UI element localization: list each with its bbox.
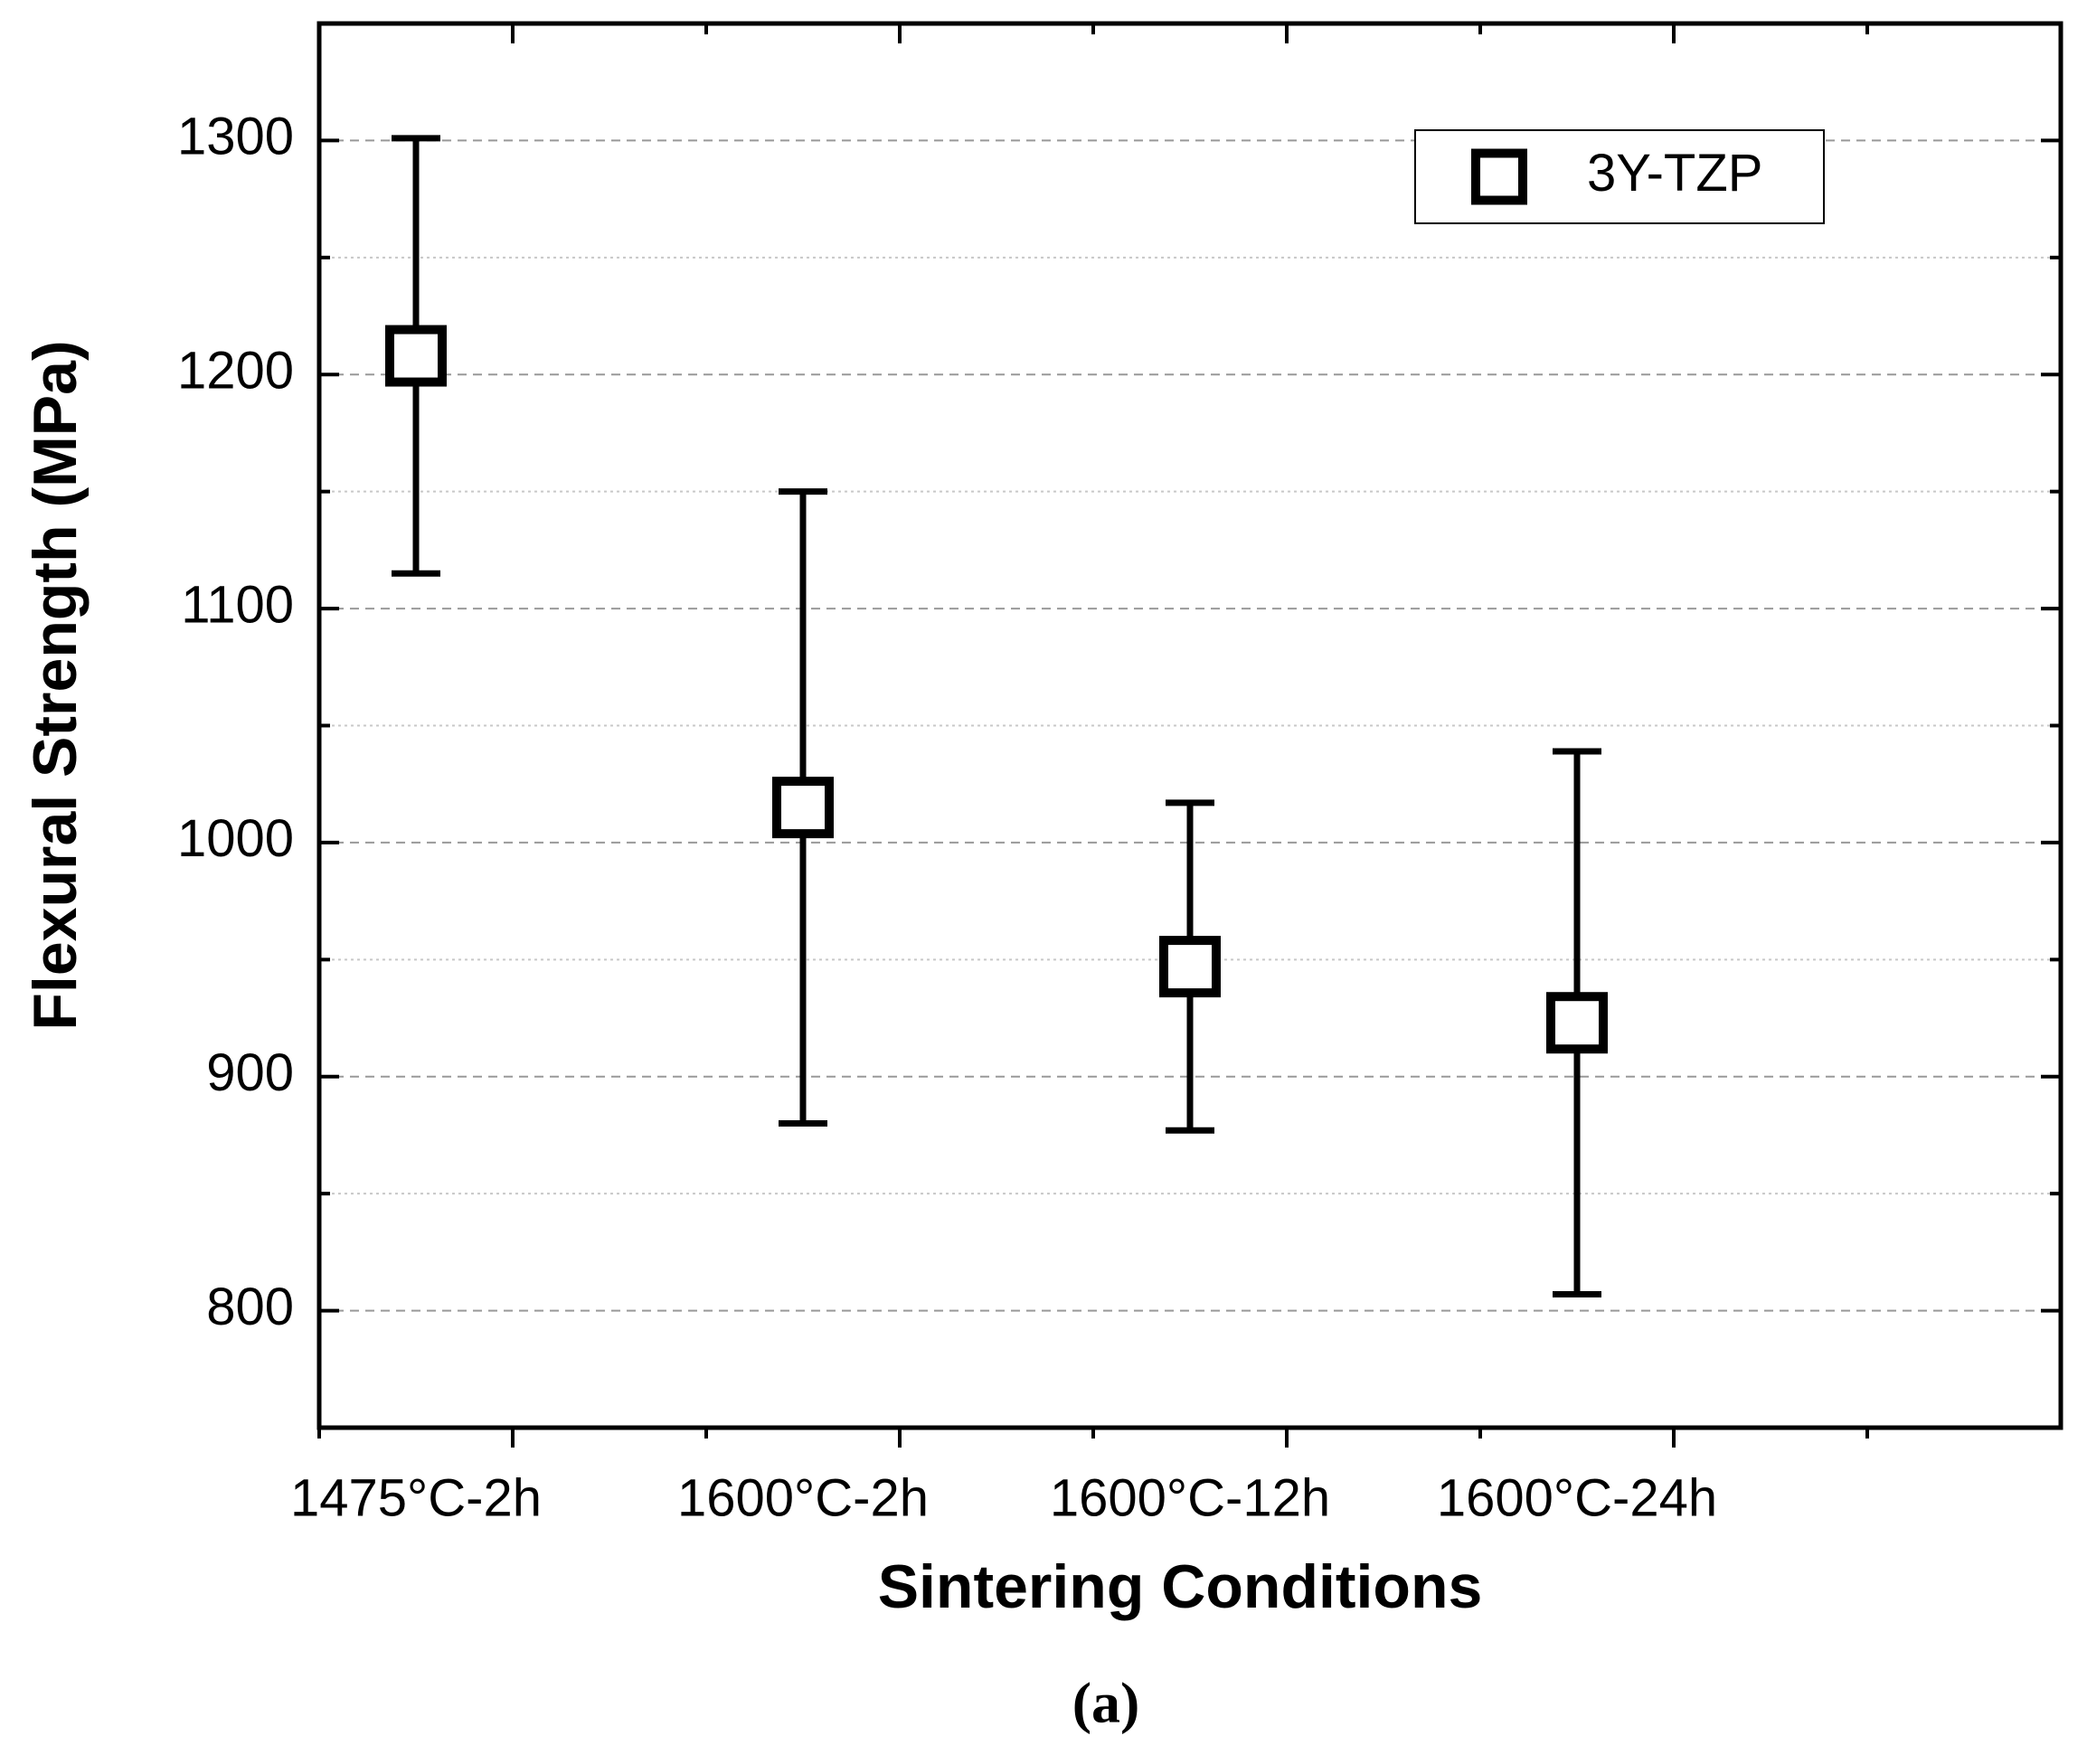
y-tick-label: 1200 [177,342,294,401]
x-tick-label: 1600°C-24h [1437,1468,1717,1527]
y-tick-label: 1300 [177,108,294,166]
plot-frame [316,21,2063,1430]
legend-label: 3Y-TZP [1587,144,1762,203]
y-axis-title: Flexural Strength (MPa) [21,340,90,1030]
marker [772,777,834,839]
x-tick-label: 1600°C-2h [677,1468,929,1527]
x-tick-label: 1475°C-2h [290,1468,542,1527]
caption: (a) [1072,1671,1140,1735]
marker [1159,936,1221,998]
marker [1546,992,1608,1054]
y-tick-label: 800 [206,1278,294,1336]
marker [385,325,447,387]
y-tick-label: 1100 [181,575,294,634]
x-axis-title: Sintering Conditions [878,1552,1483,1621]
x-tick-label: 1600°C-12h [1050,1468,1330,1527]
y-tick-label: 900 [206,1043,294,1102]
legend-marker [1471,148,1527,205]
y-tick-label: 1000 [177,809,294,868]
